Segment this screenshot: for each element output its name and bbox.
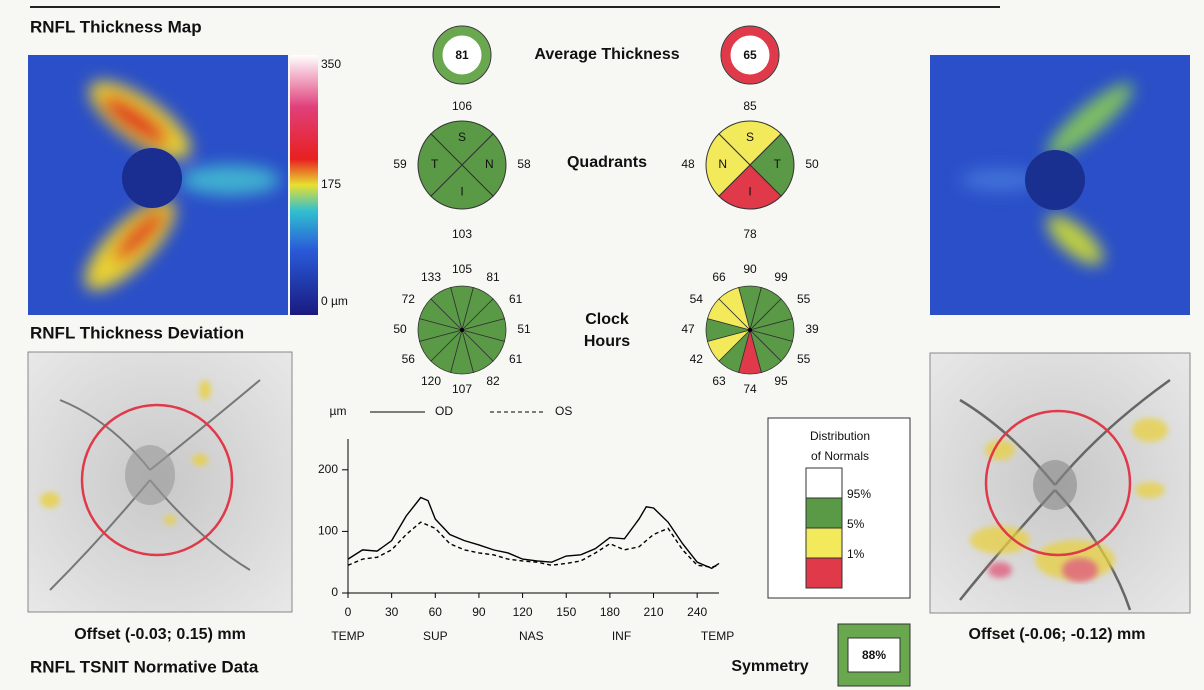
normals-swatch [806, 498, 842, 528]
deviation-title: RNFL Thickness Deviation [30, 323, 244, 342]
quadrant-value: 78 [743, 227, 757, 241]
clock-value: 90 [743, 262, 757, 276]
quadrant-value: 59 [393, 157, 407, 171]
clock-value: 54 [690, 292, 704, 306]
clock-value: 51 [517, 322, 531, 336]
clock-center [748, 328, 752, 332]
quadrant-letter: T [774, 157, 782, 171]
tsnit-title: RNFL TSNIT Normative Data [30, 657, 259, 676]
x-tick-label: 240 [687, 605, 707, 619]
clock-value: 55 [797, 292, 811, 306]
clock-label: Hours [584, 333, 630, 350]
x-tick-label: 0 [345, 605, 352, 619]
x-region-label: SUP [423, 629, 448, 643]
offset: Offset (-0.03; 0.15) mm [74, 626, 246, 643]
clock-value: 82 [486, 374, 500, 388]
normals-title: Distribution [810, 429, 870, 443]
clock-value: 99 [774, 270, 788, 284]
quadrant-letter: T [431, 157, 439, 171]
y-tick-label: 200 [318, 462, 338, 476]
offset: Offset (-0.06; -0.12) mm [969, 626, 1146, 643]
x-tick-label: 90 [472, 605, 486, 619]
average-label: Average Thickness [534, 46, 679, 63]
clock-value: 107 [452, 382, 472, 396]
clock-value: 55 [797, 352, 811, 366]
od-deviation-image [28, 352, 292, 612]
colorbar-tick-label: 0 µm [321, 294, 348, 308]
clock-value: 39 [805, 322, 819, 336]
quadrant-letter: N [485, 157, 494, 171]
clock-value: 81 [486, 270, 500, 284]
average-value: 65 [743, 48, 757, 62]
x-region-label: INF [612, 629, 631, 643]
clock-value: 95 [774, 374, 788, 388]
clock-value: 66 [712, 270, 726, 284]
y-tick-label: 100 [318, 524, 338, 538]
quadrant-value: 48 [681, 157, 695, 171]
x-tick-label: 30 [385, 605, 399, 619]
clock-value: 42 [690, 352, 704, 366]
x-tick-label: 60 [429, 605, 443, 619]
report: RNFL Thickness Map RNFL Thickness Deviat… [0, 0, 1204, 690]
quadrant-letter: I [460, 184, 463, 198]
symmetry-value: 88% [862, 648, 886, 662]
clock-label: Clock [585, 311, 629, 328]
os-thickness-map [930, 55, 1190, 315]
clock-value: 72 [402, 292, 416, 306]
normals-label: 5% [847, 517, 865, 531]
legend-label: OD [435, 404, 453, 418]
clock-center [460, 328, 464, 332]
colorbar [290, 55, 318, 315]
quadrant-letter: S [458, 130, 466, 144]
quadrant-value: 106 [452, 99, 472, 113]
y-tick-label: 0 [331, 585, 338, 599]
quadrants-label: Quadrants [567, 154, 647, 171]
quadrant-value: 85 [743, 99, 757, 113]
clock-value: 50 [393, 322, 407, 336]
quadrant-letter: N [718, 157, 727, 171]
clock-value: 63 [712, 374, 726, 388]
x-tick-label: 180 [600, 605, 620, 619]
od-thickness-map [28, 55, 288, 315]
x-tick-label: 120 [513, 605, 533, 619]
average-value: 81 [455, 48, 469, 62]
normals-label: 1% [847, 547, 865, 561]
colorbar-tick-label: 175 [321, 177, 341, 191]
clock-value: 47 [681, 322, 695, 336]
normals-swatch [806, 468, 842, 498]
map-title: RNFL Thickness Map [30, 17, 202, 36]
x-tick-label: 150 [556, 605, 576, 619]
clock-value: 56 [402, 352, 416, 366]
symmetry-label: Symmetry [731, 658, 808, 675]
x-region-label: TEMP [331, 629, 364, 643]
x-region-label: NAS [519, 629, 544, 643]
clock-value: 133 [421, 270, 441, 284]
normals-title: of Normals [811, 449, 869, 463]
colorbar-tick-label: 350 [321, 57, 341, 71]
quadrant-letter: S [746, 130, 754, 144]
clock-value: 120 [421, 374, 441, 388]
y-axis-label: µm [330, 404, 347, 418]
normals-swatch [806, 558, 842, 588]
os-deviation-image [930, 353, 1190, 613]
clock-value: 105 [452, 262, 472, 276]
quadrant-letter: I [748, 184, 751, 198]
clock-value: 61 [509, 352, 523, 366]
clock-value: 61 [509, 292, 523, 306]
legend-label: OS [555, 404, 572, 418]
quadrant-value: 58 [517, 157, 531, 171]
x-tick-label: 210 [644, 605, 664, 619]
x-region-label: TEMP [701, 629, 734, 643]
quadrant-value: 103 [452, 227, 472, 241]
clock-value: 74 [743, 382, 757, 396]
normals-swatch [806, 528, 842, 558]
normals-label: 95% [847, 487, 871, 501]
quadrant-value: 50 [805, 157, 819, 171]
